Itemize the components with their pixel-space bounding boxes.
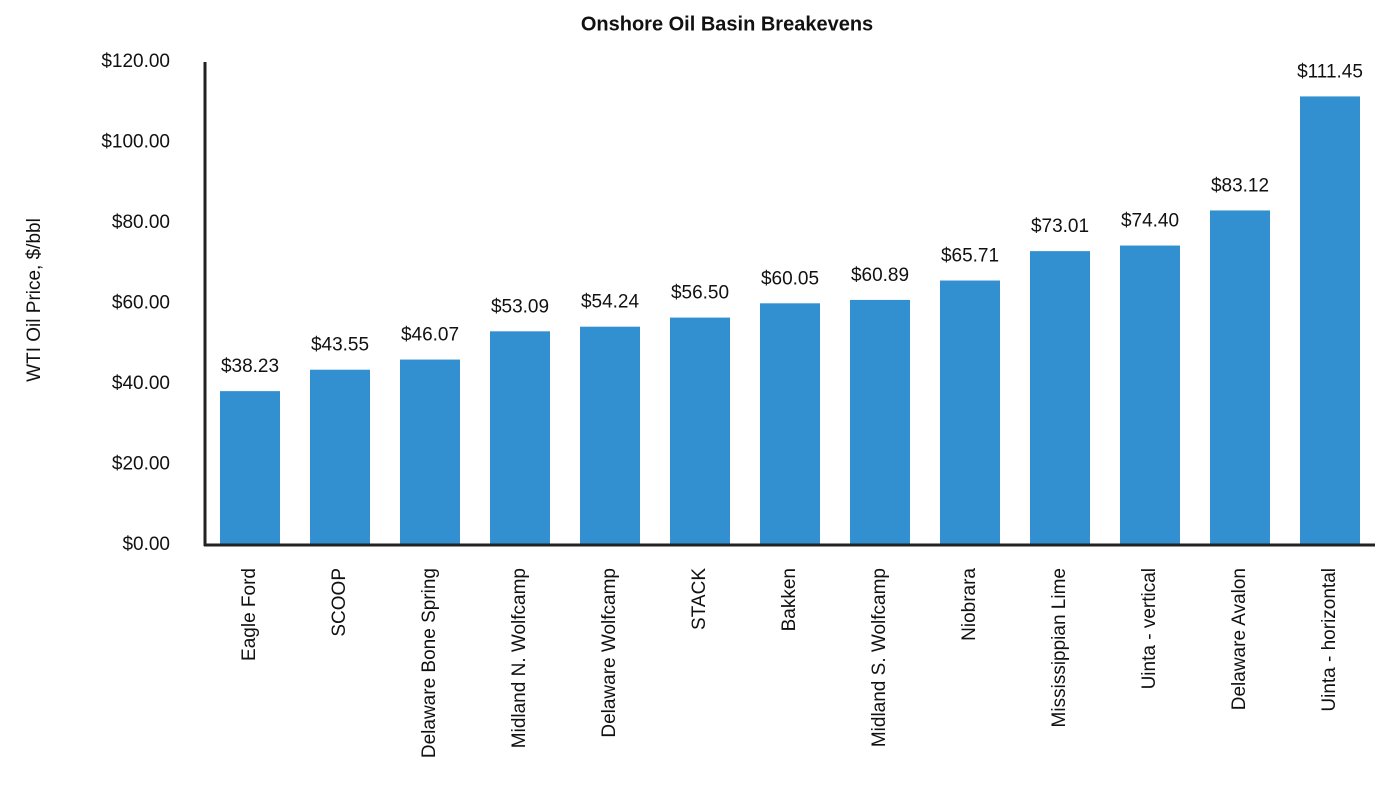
value-label: $38.23	[221, 356, 279, 377]
bar	[1300, 96, 1360, 545]
bar	[1120, 245, 1180, 546]
bar	[760, 303, 820, 545]
bar	[580, 326, 640, 545]
value-label: $74.40	[1121, 211, 1179, 232]
chart-title: Onshore Oil Basin Breakevens	[581, 13, 873, 35]
value-label: $53.09	[491, 296, 549, 317]
bar	[940, 280, 1000, 545]
bar	[310, 369, 370, 545]
value-label: $111.45	[1297, 61, 1363, 82]
x-tick-label: Delaware Wolfcamp	[599, 568, 620, 738]
value-label: $54.24	[581, 292, 640, 313]
bar	[670, 317, 730, 545]
y-tick-label: $40.00	[112, 373, 170, 394]
value-label: $65.71	[941, 246, 999, 267]
x-tick-label: Delaware Bone Spring	[419, 568, 440, 758]
bar	[220, 391, 280, 545]
x-tick-label: STACK	[689, 568, 710, 630]
value-label: $83.12	[1211, 175, 1269, 196]
value-label: $60.89	[851, 265, 909, 286]
value-label: $60.05	[761, 268, 819, 289]
x-tick-label: Mississippian Lime	[1049, 568, 1070, 727]
x-tick-label: Midland S. Wolfcamp	[869, 568, 890, 747]
y-tick-label: $0.00	[122, 534, 170, 555]
value-label: $73.01	[1031, 216, 1089, 237]
x-tick-label: SCOOP	[329, 568, 350, 637]
x-tick-label: Niobrara	[959, 568, 980, 641]
x-tick-label: Delaware Avalon	[1229, 568, 1250, 710]
y-tick-label: $120.00	[101, 51, 170, 72]
value-label: $46.07	[401, 325, 459, 346]
x-tick-label: Uinta - vertical	[1139, 568, 1160, 689]
bar	[490, 331, 550, 545]
y-tick-label: $60.00	[112, 293, 170, 314]
y-tick-label: $20.00	[112, 454, 170, 475]
bar	[850, 299, 910, 545]
value-label: $43.55	[311, 335, 369, 356]
y-tick-label: $100.00	[101, 132, 170, 153]
bar	[1210, 210, 1270, 545]
x-tick-label: Eagle Ford	[239, 568, 260, 661]
value-label: $56.50	[671, 283, 729, 304]
x-tick-label: Uinta - horizontal	[1319, 568, 1340, 712]
y-tick-label: $80.00	[112, 212, 170, 233]
bar	[1030, 251, 1090, 545]
y-axis-label: WTI Oil Price, $/bbl	[24, 218, 45, 382]
bar	[400, 359, 460, 545]
x-tick-label: Bakken	[779, 568, 800, 631]
x-tick-label: Midland N. Wolfcamp	[509, 568, 530, 748]
